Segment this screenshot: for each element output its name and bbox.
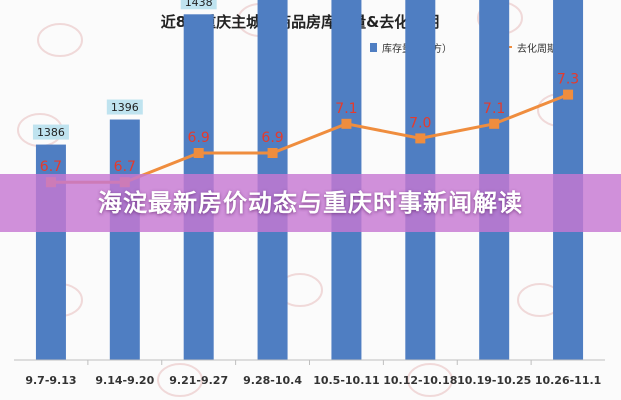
bar-label-bg [180, 0, 217, 10]
line-point [489, 118, 500, 129]
title-banner: 海淀最新房价动态与重庆时事新闻解读 [0, 174, 621, 232]
x-tick-label: 9.21-9.27 [169, 374, 228, 387]
line-label: 6.9 [188, 130, 210, 146]
bar-label-bg [106, 99, 143, 115]
chart-title: 近8周重庆主城区商品房库存量&去化周期 [161, 13, 440, 31]
banner-text: 海淀最新房价动态与重庆时事新闻解读 [98, 189, 523, 217]
x-tick-label: 10.26-11.1 [535, 374, 602, 387]
line-point [563, 89, 574, 100]
line-point [415, 133, 426, 144]
line-label: 6.7 [114, 159, 136, 175]
bar-label-bg [32, 124, 69, 140]
line-label: 7.3 [557, 72, 579, 88]
bar-label: 1386 [37, 126, 65, 139]
bar-inventory [109, 119, 140, 361]
x-tick-label: 10.5-10.11 [313, 374, 380, 387]
x-axis-ticks: 9.7-9.13 9.14-9.20 9.21-9.27 9.28-10.4 10.5-… [25, 360, 601, 387]
line-point [193, 148, 204, 158]
legend-swatch-inventory [370, 43, 377, 52]
watermark-logo [157, 363, 203, 397]
x-tick-label: 9.7-9.13 [25, 374, 76, 387]
x-tick-label: 9.14-9.20 [95, 374, 154, 387]
line-point [267, 148, 278, 158]
line-label: 7.1 [335, 101, 357, 117]
bar-label: 1438 [185, 0, 213, 9]
x-tick-label: 10.19-10.25 [457, 374, 531, 387]
x-tick-label: 9.28-10.4 [243, 374, 302, 387]
x-tick-label: 10.12-10.18 [383, 374, 457, 387]
line-label: 7.1 [483, 101, 505, 117]
watermark-logo [37, 23, 83, 57]
watermark-logo [407, 363, 453, 397]
line-label: 7.0 [409, 115, 431, 131]
line-point [341, 118, 352, 129]
line-label: 6.9 [261, 130, 283, 146]
line-label: 6.7 [40, 159, 62, 175]
bar-label: 1396 [111, 101, 139, 114]
